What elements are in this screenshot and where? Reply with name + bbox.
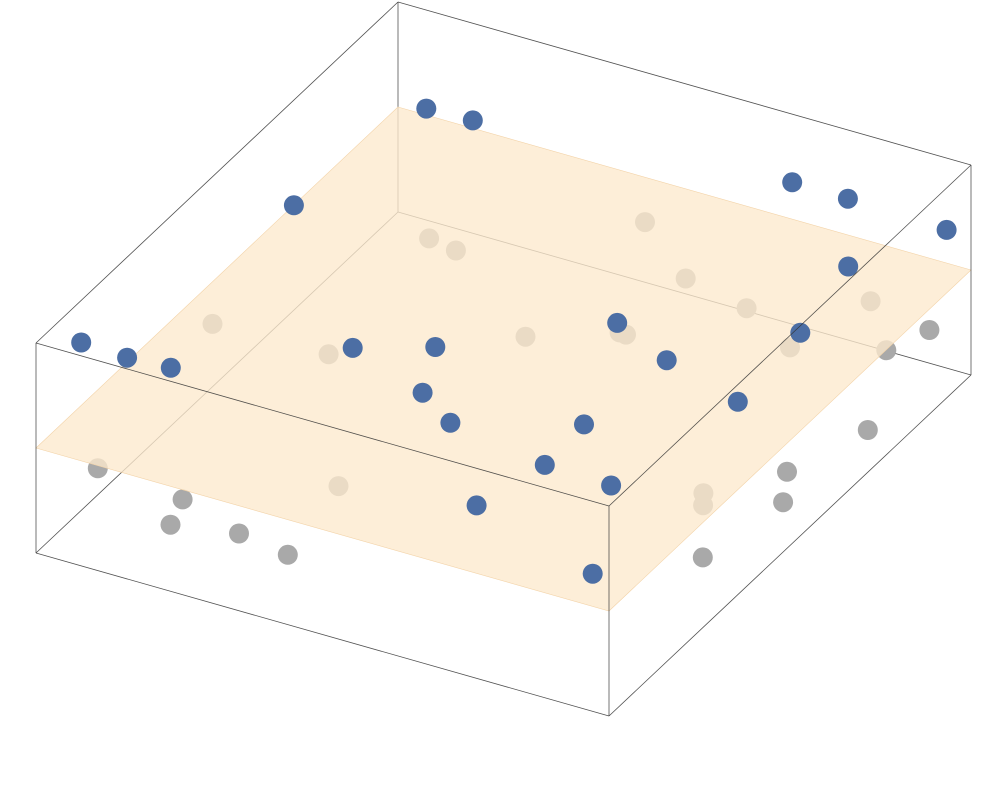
data-point — [782, 172, 803, 193]
data-point — [857, 420, 878, 440]
data-point — [462, 110, 483, 131]
box-edge — [35, 1, 399, 344]
data-point — [656, 350, 677, 371]
data-point — [574, 414, 594, 435]
data-point — [727, 391, 748, 412]
points-above-plane — [71, 98, 957, 584]
data-point — [582, 563, 603, 584]
data-point — [790, 322, 811, 343]
cut-plane — [35, 106, 972, 612]
box-edge — [35, 342, 610, 507]
plane-surface — [35, 106, 972, 612]
data-point — [412, 382, 433, 403]
box-edge — [397, 1, 972, 166]
data-point — [229, 523, 249, 544]
data-point — [837, 188, 858, 209]
data-point — [416, 98, 437, 119]
box-edge — [608, 164, 972, 507]
data-point — [160, 514, 181, 535]
data-point — [601, 475, 622, 496]
data-point — [71, 332, 92, 353]
data-point — [919, 320, 940, 340]
data-point — [440, 412, 461, 433]
box-edge — [35, 552, 610, 717]
data-point — [773, 492, 794, 513]
data-point — [283, 195, 304, 216]
data-point — [117, 347, 138, 368]
box-front-edges — [35, 1, 972, 717]
data-point — [466, 495, 487, 516]
data-point — [692, 547, 713, 568]
data-point — [534, 454, 555, 475]
data-point — [838, 256, 859, 277]
data-point — [160, 357, 181, 378]
data-point — [607, 312, 628, 333]
box-edge — [608, 374, 972, 717]
data-point — [172, 489, 193, 510]
data-point — [425, 337, 446, 357]
data-point — [936, 219, 957, 240]
data-point — [777, 461, 797, 482]
data-point — [342, 337, 363, 358]
data-point — [277, 544, 298, 565]
